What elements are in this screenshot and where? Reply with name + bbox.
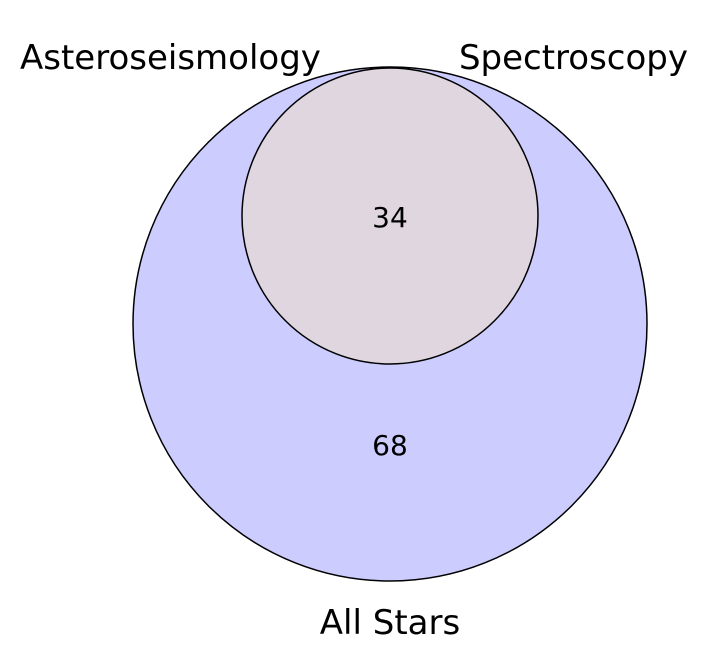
all-stars-label: All Stars [320,603,460,643]
asteroseismology-label: Asteroseismology [20,38,321,78]
overlap-count: 34 [372,201,408,234]
overlap-circle [241,67,539,365]
all-stars-only-count: 68 [372,429,408,462]
spectroscopy-label: Spectroscopy [459,38,688,78]
